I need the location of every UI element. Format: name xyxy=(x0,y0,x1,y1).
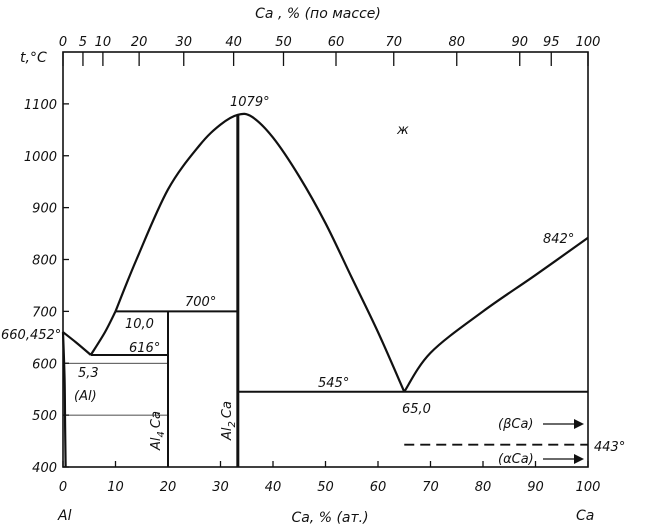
alpha-ca-label: (αCa) xyxy=(498,452,534,467)
curve-liquidus-al2ca xyxy=(114,112,406,393)
y-axis-label: t,°C xyxy=(20,50,47,66)
x-top-tick-label: 30 xyxy=(175,35,192,50)
bottom-axis-title: Ca, % (ат.) xyxy=(291,510,368,526)
top-axis-title: Ca , % (по массе) xyxy=(255,6,381,22)
x-bottom-tick-label: 30 xyxy=(212,480,229,495)
y-tick-label: 500 xyxy=(32,409,57,424)
eutectic-1-temperature: 616° xyxy=(129,341,160,356)
x-bottom-tick-label: 90 xyxy=(527,480,544,495)
x-bottom-tick-label: 40 xyxy=(265,480,282,495)
x-top-tick-label: 100 xyxy=(576,35,601,50)
ca-melting-point: 842° xyxy=(543,232,574,247)
phase-al2ca-label: Al2Ca xyxy=(220,401,238,441)
curve-liquidus-al4ca xyxy=(89,310,117,356)
y-tick-label: 1100 xyxy=(24,98,57,113)
x-top-tick-label: 70 xyxy=(385,35,402,50)
x-bottom-tick-label: 80 xyxy=(475,480,492,495)
y-tick-label: 1000 xyxy=(24,150,57,165)
y-tick-label: 600 xyxy=(32,357,57,372)
y-tick-label: 700 xyxy=(32,305,57,320)
x-top-tick-label: 10 xyxy=(95,35,112,50)
phase-al4ca-label: Al4Ca xyxy=(149,411,167,451)
al-melting-point: 660,452° xyxy=(1,328,61,343)
alpha-ca-arrowhead xyxy=(574,454,584,464)
x-bottom-tick-label: 10 xyxy=(107,480,124,495)
x-top-tick-label: 0 xyxy=(59,35,67,50)
congruent-melting-point: 1079° xyxy=(230,95,270,110)
peritectic-temperature: 700° xyxy=(185,295,216,310)
plot-frame xyxy=(62,51,589,468)
al2ca-subscript: 2 xyxy=(227,421,238,427)
ca-end-label: Ca xyxy=(576,508,594,524)
x-bottom-tick-label: 100 xyxy=(576,480,601,495)
x-top-tick-label: 50 xyxy=(275,35,292,50)
y-tick-label: 900 xyxy=(32,202,57,217)
al-end-label: Al xyxy=(57,508,72,524)
eutectic-2-composition: 65,0 xyxy=(402,402,431,417)
beta-ca-arrowhead xyxy=(574,419,584,429)
x-top-tick-label: 95 xyxy=(543,35,560,50)
liquid-region-label: ж xyxy=(396,123,409,138)
y-tick-label: 800 xyxy=(32,254,57,269)
x-top-tick-label: 80 xyxy=(448,35,465,50)
y-axis-ticks: 400 500 600 700 800 900 1000 1100 xyxy=(24,98,69,476)
x-bottom-tick-label: 50 xyxy=(317,480,334,495)
transition-temperature: 443° xyxy=(594,440,625,455)
x-bottom-tick-label: 20 xyxy=(160,480,177,495)
x-top-tick-label: 5 xyxy=(79,35,87,50)
curve-al-solidus xyxy=(61,332,67,468)
peritectic-composition: 10,0 xyxy=(125,317,154,332)
x-top-tick-label: 40 xyxy=(225,35,242,50)
eutectic-1-composition: 5,3 xyxy=(78,366,99,381)
x-top-tick-label: 90 xyxy=(511,35,528,50)
curve-liquidus-al xyxy=(62,331,92,356)
al-solid-solution-label: (Al) xyxy=(74,389,97,404)
x-bottom-tick-label: 70 xyxy=(422,480,439,495)
x-axis-top-ticks: 0 5 10 20 30 40 50 60 70 80 90 95 100 xyxy=(59,35,601,66)
curve-liquidus-ca xyxy=(403,236,589,393)
y-tick-label: 400 xyxy=(32,461,57,476)
x-top-tick-label: 20 xyxy=(131,35,148,50)
eutectic-2-temperature: 545° xyxy=(318,376,349,391)
beta-ca-label: (βCa) xyxy=(498,417,533,432)
phase-lines xyxy=(61,112,589,468)
x-bottom-tick-label: 60 xyxy=(370,480,387,495)
x-axis-bottom-ticks: 0 10 20 30 40 50 60 70 80 90 100 xyxy=(59,461,601,495)
x-top-tick-label: 60 xyxy=(328,35,345,50)
al4ca-subscript: 4 xyxy=(156,431,167,437)
x-bottom-tick-label: 0 xyxy=(59,480,67,495)
